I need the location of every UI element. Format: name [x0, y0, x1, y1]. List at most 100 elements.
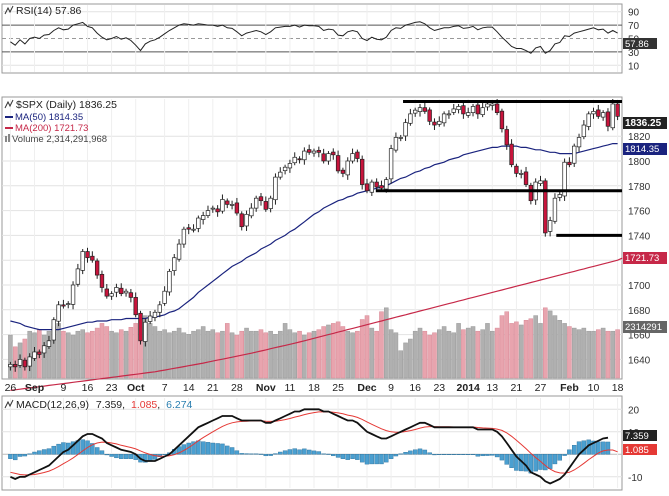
candle-up: [485, 103, 490, 108]
volume-bar: [297, 330, 302, 379]
macd-histogram-bar: [99, 450, 105, 455]
candle-down: [543, 180, 548, 234]
macd-panel: [1, 395, 623, 491]
candle-down: [364, 183, 370, 192]
macd-line: [10, 408, 609, 485]
candle-up: [393, 137, 399, 151]
candle-down: [427, 109, 432, 122]
volume-bar: [75, 330, 81, 379]
candle-up: [446, 113, 452, 116]
candle-up: [27, 356, 32, 367]
volume-bar: [152, 326, 158, 379]
volume-bar: [384, 307, 389, 379]
macd-histogram-bar: [509, 454, 514, 468]
volume-bar: [277, 330, 283, 379]
rsi-line: [10, 21, 618, 54]
volume-bar: [364, 315, 370, 379]
macd-histogram-bar: [51, 445, 57, 455]
candle-down: [494, 103, 500, 113]
ma50-legend-label: MA(50) 1814.35: [15, 112, 83, 123]
macd-histogram-bar: [46, 448, 52, 455]
candle-up: [302, 150, 307, 161]
candle-up: [292, 156, 297, 164]
x-tick-label: 26: [5, 382, 17, 394]
volume-badge-text: 2314291: [625, 322, 662, 333]
volume-bar: [114, 332, 119, 379]
candle-up: [572, 145, 577, 164]
candle-down: [340, 169, 346, 174]
macd-legend-signal: 1.085: [131, 399, 157, 411]
volume-bar: [605, 330, 611, 379]
macd-histogram-bar: [13, 454, 18, 461]
macd-histogram-bar: [109, 454, 114, 457]
candle-up: [581, 124, 587, 138]
macd-histogram-bar: [292, 448, 297, 455]
volume-bar: [345, 330, 351, 379]
macd-histogram-bar: [176, 446, 182, 455]
volume-bar: [215, 332, 220, 379]
ma200-badge-text: 1721.73: [625, 253, 659, 264]
candle-down: [258, 196, 264, 202]
volume-bar: [518, 324, 524, 379]
candle-up: [562, 161, 567, 197]
candle-up: [114, 287, 119, 293]
candle-down: [615, 103, 620, 117]
volume-bar: [446, 330, 452, 379]
price-tick-label: 1740: [628, 231, 651, 242]
candle-up: [403, 122, 408, 137]
macd-histogram-bar: [297, 449, 302, 455]
candle-down: [523, 171, 529, 185]
macd-histogram-bar: [41, 449, 47, 455]
price-tick-label: 1680: [628, 306, 651, 317]
macd-histogram-bar: [461, 454, 466, 455]
macd-histogram-bar: [234, 450, 240, 455]
candle-up: [547, 220, 553, 232]
volume-bar: [335, 321, 341, 379]
rsi-value-badge: 57.86: [623, 38, 657, 50]
x-tick-label: 18: [612, 382, 624, 394]
candle-down: [186, 227, 191, 230]
macd-histogram-bar: [605, 441, 611, 455]
volume-bar: [499, 315, 505, 379]
ma50-value-badge: 1814.35: [623, 143, 667, 155]
macd-tick-label: 20: [628, 405, 640, 416]
ma200-badge-bg: [623, 252, 667, 264]
volume-bar: [94, 327, 100, 379]
x-tick-label: Nov: [256, 382, 276, 394]
volume-bar: [331, 323, 336, 379]
macd-histogram-bar: [335, 454, 341, 458]
candle-up: [249, 207, 254, 217]
candle-up: [244, 213, 249, 227]
candle-up: [200, 215, 206, 220]
candle-up: [66, 303, 71, 305]
macd-histogram-bar: [446, 454, 452, 455]
x-tick-label: 21: [207, 382, 219, 394]
macd-histogram-bar: [278, 451, 283, 455]
candle-up: [229, 204, 235, 206]
candle-up: [167, 271, 172, 293]
volume-bar: [576, 329, 582, 379]
macd-histogram-bar: [22, 454, 28, 457]
volume-bar: [167, 332, 172, 379]
volume-bar: [282, 323, 288, 379]
volume-bar: [292, 332, 297, 379]
macd-histogram-bar: [61, 442, 66, 455]
macd-histogram-bar: [562, 454, 567, 456]
volume-bar: [350, 332, 355, 379]
rsi-tick-label: 70: [628, 21, 640, 32]
price-badge-text: 1836.25: [625, 118, 662, 129]
symbol-legend-label: $SPX (Daily) 1836.25: [16, 99, 117, 111]
volume-bar: [186, 334, 191, 379]
candle-up: [273, 176, 278, 201]
macd-series: [8, 408, 618, 485]
volume-bar: [171, 330, 177, 379]
volume-bar: [417, 327, 423, 379]
volume-bar: [65, 332, 71, 379]
macd-histogram-bar: [456, 454, 461, 455]
volume-bar: [485, 323, 490, 379]
macd-histogram-bar: [465, 454, 471, 455]
macd-histogram-bar: [437, 454, 442, 455]
macd-histogram-bar: [571, 445, 577, 455]
candle-up: [181, 228, 187, 245]
candle-up: [417, 107, 423, 112]
